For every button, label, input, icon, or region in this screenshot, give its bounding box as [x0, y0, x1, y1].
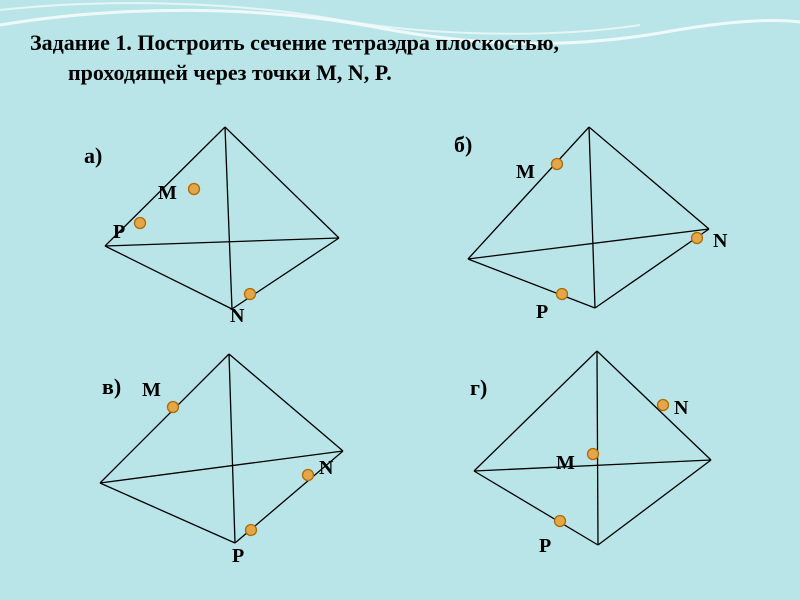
tet-edge [468, 127, 589, 259]
tet-back-edge [105, 238, 339, 246]
panel-label-b: б) [454, 132, 472, 157]
panel-label-d: г) [470, 375, 487, 400]
tet-edge [229, 354, 235, 543]
point-M-b [552, 159, 563, 170]
point-label-P-a: P [113, 221, 125, 243]
tet-edge [229, 354, 343, 451]
tet-edge [225, 127, 339, 238]
figures-canvas: а) M P Nб) M N Pв) M N Pг) M N P [0, 0, 800, 600]
tet-edge [225, 127, 232, 309]
tet-edge [597, 351, 711, 460]
point-label-M-c: M [142, 379, 161, 401]
point-P-d [555, 516, 566, 527]
point-label-P-c: P [232, 545, 244, 567]
panel-c: в) M N P [100, 354, 343, 567]
point-P-c [246, 525, 257, 536]
tet-edge [589, 127, 709, 229]
point-N-c [303, 470, 314, 481]
point-N-d [658, 400, 669, 411]
point-M-a [189, 184, 200, 195]
title-line2: проходящей через точки M, N, P. [30, 58, 770, 88]
tet-edge [589, 127, 595, 308]
point-label-M-d: M [556, 452, 575, 474]
point-N-b [692, 233, 703, 244]
tet-edge [597, 351, 598, 545]
tet-edge [474, 471, 598, 545]
point-M-c [168, 402, 179, 413]
panel-b: б) M N P [454, 127, 728, 323]
tet-edge [100, 483, 235, 543]
panel-d: г) M N P [470, 351, 711, 557]
tet-edge [598, 460, 711, 545]
tet-edge [468, 259, 595, 308]
point-N-a [245, 289, 256, 300]
panel-label-a: а) [84, 143, 102, 168]
tet-back-edge [474, 460, 711, 471]
tet-edge [474, 351, 597, 471]
panel-label-c: в) [102, 374, 121, 399]
point-P-a [135, 218, 146, 229]
panel-a: а) M P N [84, 127, 339, 327]
point-label-M-a: M [158, 182, 177, 204]
point-label-M-b: M [516, 161, 535, 183]
point-label-N-a: N [230, 305, 245, 327]
task-title: Задание 1. Построить сечение тетраэдра п… [30, 28, 770, 87]
point-P-b [557, 289, 568, 300]
point-label-P-b: P [536, 301, 548, 323]
point-label-N-d: N [674, 397, 689, 419]
point-M-d [588, 449, 599, 460]
title-line1: Задание 1. Построить сечение тетраэдра п… [30, 28, 770, 58]
tet-edge [105, 246, 232, 309]
point-label-P-d: P [539, 535, 551, 557]
point-label-N-c: N [319, 457, 334, 479]
point-label-N-b: N [713, 230, 728, 252]
